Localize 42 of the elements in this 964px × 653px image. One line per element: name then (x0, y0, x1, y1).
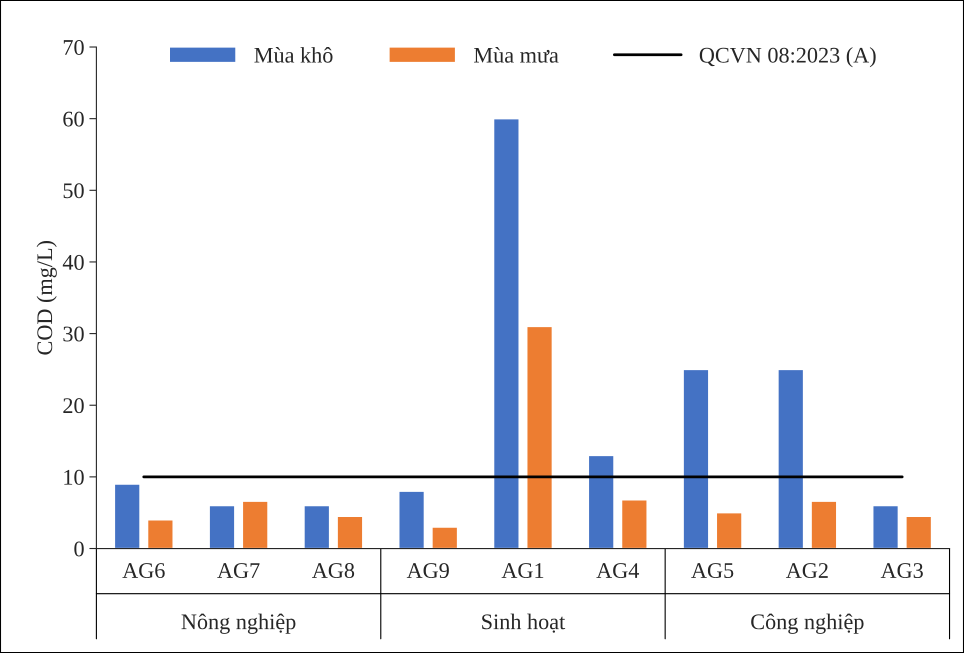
bar (810, 500, 838, 549)
x-tick-label: AG5 (691, 563, 734, 578)
text: Nông nghiệp (182, 614, 296, 634)
y-axis-title: COD (mg/L) (36, 241, 57, 355)
x-tick-label: AG8 (312, 563, 354, 578)
legend-label: Mùa mưa (474, 47, 559, 63)
x-tick-label: AG2 (786, 563, 828, 578)
legend-label: QCVN 08:2023 (A) (700, 47, 876, 68)
x-tick-label: AG4 (596, 563, 640, 578)
text: Sinh hoạt (482, 614, 566, 633)
bar (492, 118, 520, 549)
y-tick-label: 60 (63, 112, 84, 127)
x-tick-label: AG6 (122, 563, 165, 578)
bar (303, 504, 330, 549)
x-tick-label: AG7 (217, 563, 260, 578)
x-tick-label: AG1 (502, 563, 544, 578)
text: Công nghiệp (751, 614, 864, 634)
bar (208, 504, 236, 549)
bar (431, 526, 458, 549)
bar (905, 516, 932, 549)
bar (336, 516, 364, 549)
x-tick-label: AG9 (406, 563, 449, 578)
y-tick-label: 0 (74, 541, 84, 556)
bar (872, 504, 900, 549)
bar (526, 326, 554, 549)
bar (146, 519, 174, 549)
y-tick-label: 30 (63, 326, 84, 342)
legend-label: Mùa khô (254, 47, 333, 63)
bar (620, 499, 648, 549)
y-tick-label: 40 (62, 254, 84, 270)
bar (716, 512, 743, 549)
bar (777, 368, 804, 549)
bar (114, 483, 141, 549)
y-tick-label: 10 (64, 470, 84, 485)
bar (682, 368, 710, 549)
bar (588, 454, 615, 549)
x-tick-label: AG3 (880, 563, 923, 578)
y-tick-label: 70 (64, 40, 84, 55)
bar (242, 500, 269, 549)
bar (398, 490, 426, 549)
y-tick-label: 20 (63, 398, 84, 414)
y-tick-label: 50 (64, 183, 84, 198)
